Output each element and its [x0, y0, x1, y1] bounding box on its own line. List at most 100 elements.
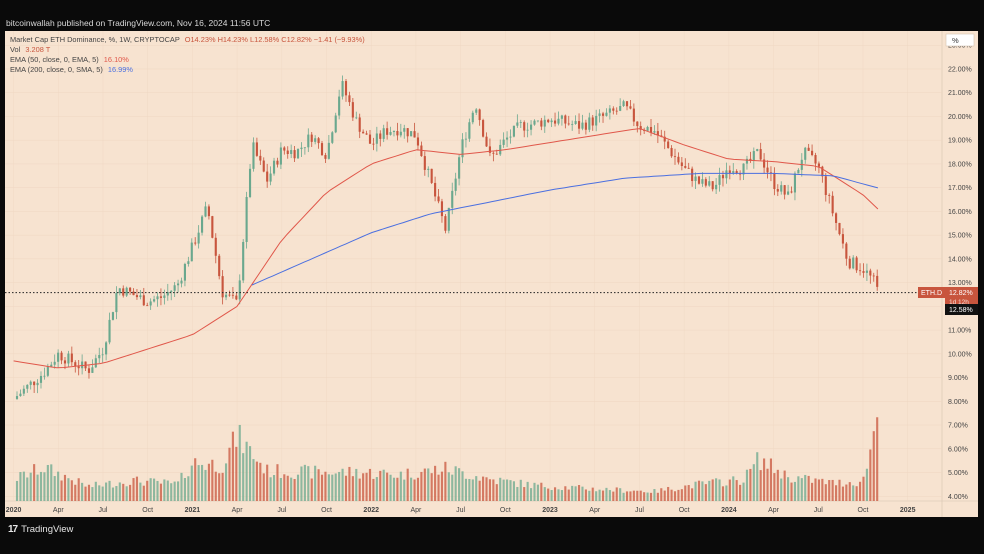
x-tick-label: Apr: [53, 507, 65, 514]
candle-body: [670, 147, 673, 157]
candle-body: [499, 144, 502, 155]
candle-body: [523, 122, 526, 131]
candle-body: [262, 160, 265, 172]
volume-bar: [468, 478, 471, 501]
candle-body: [519, 122, 522, 123]
percent-scale-button[interactable]: %: [945, 33, 975, 47]
tradingview-logo[interactable]: 17 TradingView: [8, 524, 73, 535]
candle-body: [715, 184, 718, 190]
candle-body: [876, 275, 879, 287]
volume-bar: [862, 476, 865, 501]
candle-body: [266, 171, 269, 182]
volume-bar: [763, 458, 766, 501]
volume-bar: [341, 468, 344, 501]
y-tick-label: 17.00%: [948, 185, 972, 192]
volume-bar: [612, 491, 615, 501]
legend-ema200-label: EMA (200, close, 0, SMA, 5): [10, 65, 103, 74]
candle-body: [865, 270, 868, 273]
grid: [5, 31, 942, 501]
volume-bar: [876, 417, 879, 501]
candle-body: [386, 128, 389, 135]
candle-body: [187, 261, 190, 264]
candle-body: [334, 115, 337, 133]
y-tick-label: 19.00%: [948, 138, 972, 145]
volume-bar: [307, 466, 310, 501]
volume-bar: [581, 486, 584, 501]
x-tick-label: Oct: [321, 507, 332, 514]
volume-bar: [228, 447, 231, 501]
volume-bar: [204, 469, 207, 501]
volume-bar: [372, 478, 375, 501]
volume-bar: [865, 468, 868, 501]
candle-body: [440, 201, 444, 217]
candle-body: [368, 134, 372, 144]
volume-bar: [118, 482, 121, 501]
volume-bar: [111, 487, 115, 501]
candle-body: [756, 149, 759, 152]
volume-bar: [807, 475, 810, 501]
volume-bar: [57, 471, 60, 501]
volume-bar: [276, 464, 279, 501]
candle-body: [571, 123, 574, 125]
volume-bar: [636, 490, 639, 501]
candle-body: [218, 255, 221, 277]
candle-body: [382, 128, 385, 139]
legend-ohlc: O14.23% H14.23% L12.58% C12.82% −1.41 (−…: [184, 35, 365, 44]
volume-bar: [783, 470, 786, 501]
candle-body: [372, 143, 375, 145]
candle-body: [286, 150, 289, 154]
volume-bar: [615, 487, 618, 501]
candle-body: [780, 185, 783, 192]
candle-body: [74, 362, 77, 367]
candle-body: [622, 101, 625, 107]
candle-body: [639, 126, 642, 130]
candle-body: [584, 122, 587, 130]
candle-body: [577, 121, 581, 129]
volume-bar: [338, 471, 341, 501]
volume-bar: [766, 468, 769, 501]
candle-body: [776, 189, 779, 192]
candle-body: [831, 195, 834, 214]
volume-bar: [687, 485, 690, 501]
volume-bar: [725, 485, 728, 501]
candle-body: [255, 142, 258, 156]
volume-bar: [718, 479, 721, 501]
volume-bar: [622, 492, 625, 501]
y-tick-label: 18.00%: [948, 161, 972, 168]
candle-body: [166, 292, 169, 296]
y-tick-label: 4.00%: [948, 494, 968, 501]
x-tick-label: Apr: [410, 507, 422, 514]
volume-bar: [77, 478, 80, 501]
candle-body: [742, 163, 745, 175]
volume-bar: [197, 465, 200, 501]
volume-bar: [399, 471, 402, 501]
candle-body: [821, 166, 824, 177]
volume-bar: [224, 463, 228, 501]
legend-ema200-value: 16.99%: [107, 65, 133, 74]
candle-body: [615, 110, 618, 112]
candle-body: [475, 109, 478, 113]
candle-body: [804, 147, 807, 160]
candle-body: [824, 176, 827, 195]
candle-body: [389, 132, 392, 135]
time-axis-background: [5, 501, 978, 517]
candle-body: [797, 169, 800, 174]
candle-body: [841, 234, 844, 244]
candle-body: [153, 299, 156, 302]
volume-bar: [132, 478, 135, 501]
x-tick-label: Apr: [768, 507, 780, 514]
volume-bar: [471, 479, 474, 501]
volume-bar: [296, 474, 300, 501]
x-tick-label: 2022: [363, 507, 379, 514]
candle-body: [135, 295, 139, 298]
candle-body: [279, 147, 282, 165]
volume-bar: [324, 471, 327, 501]
volume-bar: [163, 479, 166, 501]
candle-body: [663, 136, 666, 142]
candle-body: [365, 133, 368, 135]
volume-bar: [872, 431, 875, 501]
candle-body: [91, 367, 94, 373]
candle-body: [817, 163, 820, 167]
candle-body: [735, 171, 738, 174]
